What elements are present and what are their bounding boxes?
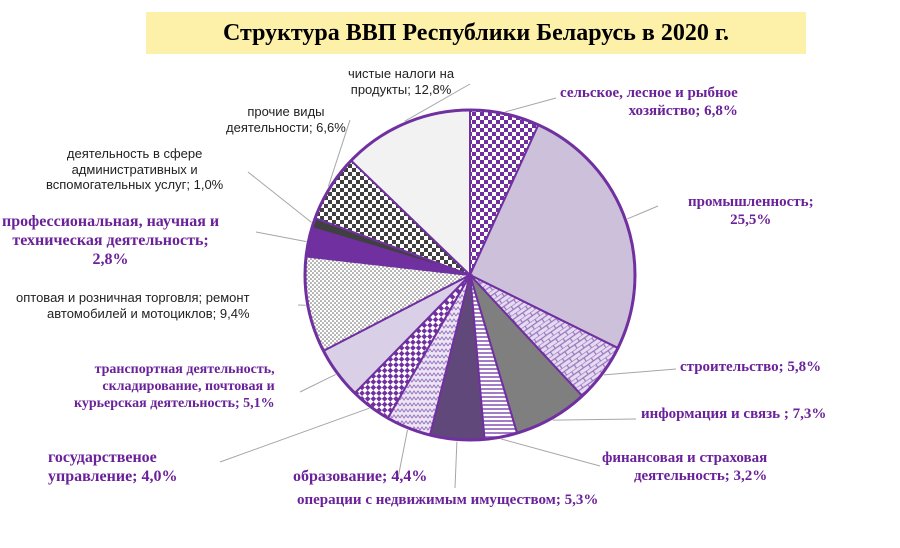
label-administrative: деятельность в сфере административных и … [46,146,224,193]
label-industry: промышленность; 25,5% [688,194,814,228]
leader-line-transport [299,373,337,393]
leader-line-education [397,429,408,479]
label-professional: профессиональная, научная и техническая … [2,213,220,269]
leader-line-finance [501,438,601,467]
label-public-administration: государственое управление; 4,0% [48,449,178,486]
label-education: образование; 4,4% [293,468,428,485]
label-transport: транспортная деятельность, складирование… [74,362,275,411]
label-other: прочие виды деятельности; 6,6% [226,104,346,135]
leader-line-real-estate [454,441,458,489]
label-trade: оптовая и розничная торговля; ремонт авт… [16,290,250,321]
chart-title: Структура ВВП Республики Беларусь в 2020… [222,19,730,46]
title-banner: Структура ВВП Республики Беларусь в 2020… [146,12,806,54]
label-agriculture: сельское, лесное и рыбное хозяйство; 6,8… [560,85,738,119]
leader-line-other [327,119,351,187]
label-ict: информация и связь ; 7,3% [641,406,827,422]
pie-outline [303,108,637,442]
leader-line-professional [255,231,307,243]
leader-line-administrative [247,171,312,223]
leader-line-agriculture [505,97,557,113]
label-net-taxes: чистые налоги на продукты; 12,8% [348,66,455,97]
label-finance: финансовая и страховая деятельность; 3,2… [602,450,768,484]
leader-line-public-administration [219,407,370,463]
leader-line-industry [627,205,659,220]
label-real-estate: операции с недвижимым имуществом; 5,3% [297,492,599,508]
leader-line-net-taxes [404,83,471,122]
leader-line-construction [603,368,677,376]
label-construction: строительство; 5,8% [680,359,822,375]
leader-line-ict [552,418,637,421]
